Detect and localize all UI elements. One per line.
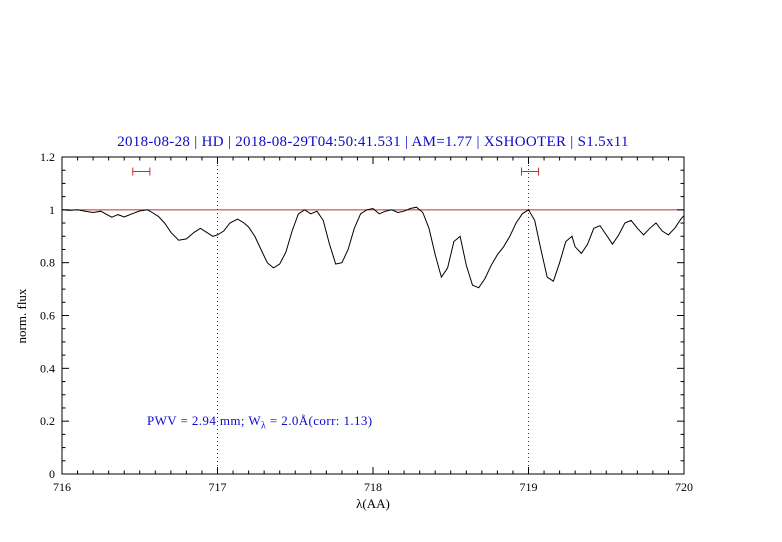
pwv-annotation-prefix: PWV = 2.94 mm; W <box>147 413 262 428</box>
y-tick-label: 0.4 <box>40 361 55 375</box>
x-tick-label: 717 <box>209 480 227 494</box>
y-tick-label: 0 <box>49 467 55 481</box>
y-tick-label: 0.6 <box>40 309 55 323</box>
x-tick-label: 716 <box>53 480 71 494</box>
pwv-annotation: PWV = 2.94 mm; Wλ = 2.0Å(corr: 1.13) <box>147 413 373 432</box>
spectrum-line <box>61 206 685 289</box>
y-axis-label: norm. flux <box>14 288 29 344</box>
pwv-annotation-sub: λ <box>261 420 267 432</box>
plot-title: 2018-08-28 | HD | 2018-08-29T04:50:41.53… <box>117 134 629 150</box>
y-tick-label: 1 <box>49 203 55 217</box>
pwv-annotation-suffix: = 2.0Å(corr: 1.13) <box>266 413 373 428</box>
x-axis-label: λ(AA) <box>356 496 390 511</box>
y-tick-label: 0.2 <box>40 414 55 428</box>
y-tick-label: 0.8 <box>40 256 55 270</box>
x-tick-label: 720 <box>675 480 693 494</box>
x-tick-label: 718 <box>364 480 382 494</box>
x-tick-label: 719 <box>520 480 538 494</box>
y-tick-label: 1.2 <box>40 150 55 164</box>
